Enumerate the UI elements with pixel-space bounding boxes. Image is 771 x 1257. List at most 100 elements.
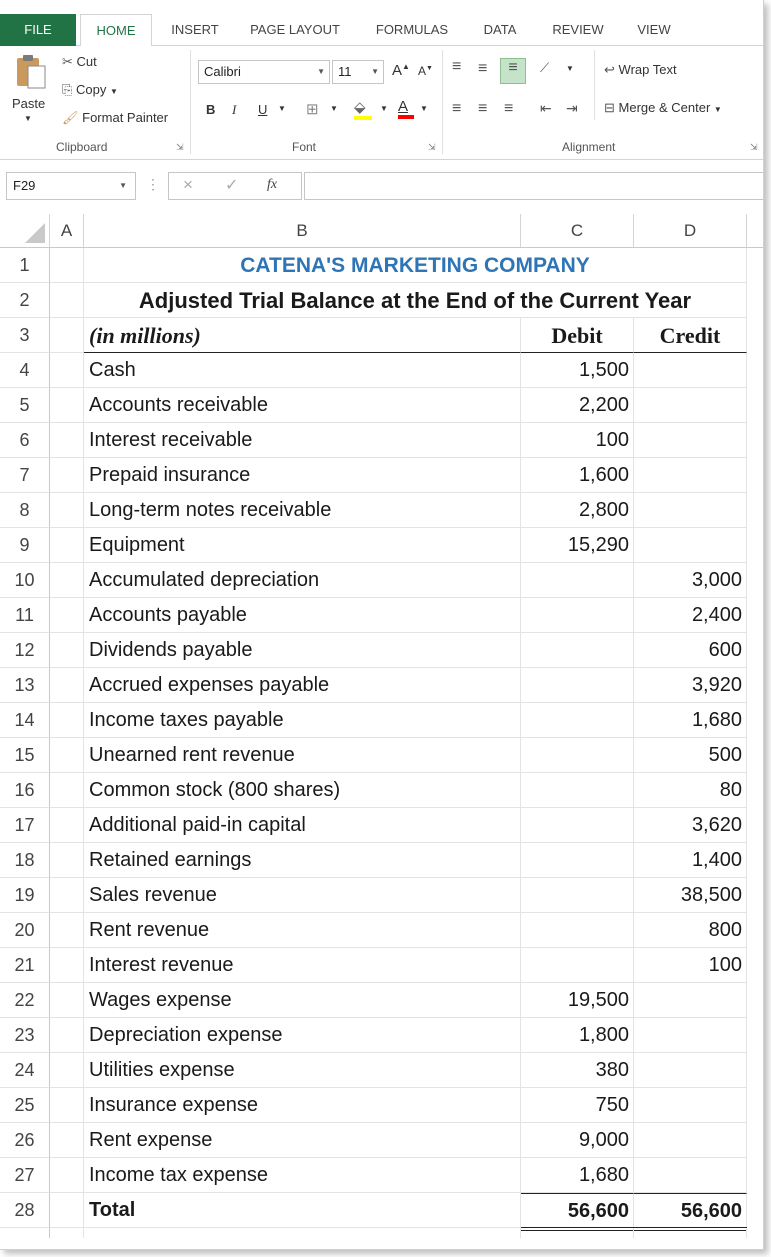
cell-a[interactable] [50,563,84,598]
debit-cell[interactable]: 15,290 [521,528,634,563]
cell-a[interactable] [50,983,84,1018]
cell-a[interactable] [50,668,84,703]
tab-formulas[interactable]: FORMULAS [375,22,449,37]
account-name-cell[interactable]: Total [84,1193,521,1228]
credit-cell[interactable]: 500 [634,738,747,773]
row-header[interactable]: 3 [0,318,50,353]
debit-cell[interactable] [521,703,634,738]
wrap-text-button[interactable]: ↩ Wrap Text [604,62,677,78]
debit-cell[interactable] [521,563,634,598]
credit-cell[interactable]: 100 [634,948,747,983]
account-name-cell[interactable]: Long-term notes receivable [84,493,521,528]
cell-a[interactable] [50,1018,84,1053]
align-center-icon[interactable]: ≡ [478,100,488,117]
sheet-title[interactable]: CATENA'S MARKETING COMPANY [84,248,747,283]
clipboard-launcher-icon[interactable]: ⇲ [176,142,184,152]
account-name-cell[interactable]: Income tax expense [84,1158,521,1193]
debit-cell[interactable] [521,913,634,948]
paste-button[interactable] [14,54,48,93]
credit-cell[interactable]: 38,500 [634,878,747,913]
row-header[interactable]: 6 [0,423,50,458]
account-name-cell[interactable]: Wages expense [84,983,521,1018]
credit-cell[interactable]: 80 [634,773,747,808]
row-header[interactable]: 19 [0,878,50,913]
row-header[interactable]: 7 [0,458,50,493]
debit-cell[interactable] [521,773,634,808]
debit-header[interactable]: Debit [521,318,634,353]
debit-cell[interactable]: 2,200 [521,388,634,423]
cell-a[interactable] [50,283,84,318]
row-header[interactable]: 5 [0,388,50,423]
row-header[interactable]: 27 [0,1158,50,1193]
tab-file[interactable]: FILE [0,14,76,46]
format-painter-button[interactable]: 🖌 Format Painter [62,110,168,126]
account-name-cell[interactable]: Cash [84,353,521,388]
account-name-cell[interactable]: Retained earnings [84,843,521,878]
debit-cell[interactable]: 1,500 [521,353,634,388]
cell-a[interactable] [50,1053,84,1088]
debit-cell[interactable] [521,633,634,668]
row-header[interactable]: 26 [0,1123,50,1158]
row-header[interactable]: 8 [0,493,50,528]
shrink-font-button[interactable]: A▼ [418,64,433,78]
row-header[interactable]: 22 [0,983,50,1018]
cell-a[interactable] [50,738,84,773]
cell-b[interactable] [84,1228,521,1238]
cell-a[interactable] [50,808,84,843]
cancel-icon[interactable]: × [183,175,193,194]
credit-cell[interactable]: 600 [634,633,747,668]
cell-a[interactable] [50,1158,84,1193]
row-header[interactable]: 1 [0,248,50,283]
alignment-launcher-icon[interactable]: ⇲ [750,142,758,152]
cell-d[interactable] [634,1228,747,1238]
account-name-cell[interactable]: Rent expense [84,1123,521,1158]
credit-cell[interactable]: 800 [634,913,747,948]
decrease-indent-icon[interactable]: ⇤ [540,100,552,116]
row-header[interactable]: 20 [0,913,50,948]
column-header-b[interactable]: B [84,214,521,248]
orientation-dropdown-icon[interactable]: ▼ [566,64,574,73]
account-name-cell[interactable]: Interest revenue [84,948,521,983]
cell-a[interactable] [50,248,84,283]
copy-button[interactable]: ⎘ Copy ▼ [62,82,118,98]
credit-cell[interactable]: 3,920 [634,668,747,703]
account-name-cell[interactable]: Rent revenue [84,913,521,948]
credit-cell[interactable] [634,1158,747,1193]
credit-cell[interactable]: 1,680 [634,703,747,738]
cell-a[interactable] [50,598,84,633]
align-top-icon[interactable]: ≡ [452,58,462,75]
credit-cell[interactable]: 3,000 [634,563,747,598]
account-name-cell[interactable]: Dividends payable [84,633,521,668]
account-name-cell[interactable]: Unearned rent revenue [84,738,521,773]
row-header[interactable]: 10 [0,563,50,598]
cell-a[interactable] [50,423,84,458]
account-name-cell[interactable]: Utilities expense [84,1053,521,1088]
cell-a[interactable] [50,318,84,353]
font-color-button[interactable]: A [398,98,414,119]
tab-page-layout[interactable]: PAGE LAYOUT [250,22,340,37]
cell-a[interactable] [50,528,84,563]
credit-cell[interactable] [634,353,747,388]
account-name-cell[interactable]: Additional paid-in capital [84,808,521,843]
cell-a[interactable] [50,913,84,948]
row-header[interactable]: 4 [0,353,50,388]
cell-a[interactable] [50,1228,84,1238]
account-name-cell[interactable]: Prepaid insurance [84,458,521,493]
row-header[interactable]: 17 [0,808,50,843]
column-header-e[interactable] [747,214,763,248]
account-name-cell[interactable]: Equipment [84,528,521,563]
account-name-cell[interactable]: Income taxes payable [84,703,521,738]
tab-data[interactable]: DATA [483,22,517,37]
align-bottom-icon[interactable]: ≡ [500,58,526,84]
grow-font-button[interactable]: A▲ [392,62,410,79]
row-header[interactable]: 14 [0,703,50,738]
units-label[interactable]: (in millions) [84,318,521,353]
credit-header[interactable]: Credit [634,318,747,353]
align-right-icon[interactable]: ≡ [504,100,514,117]
credit-cell[interactable]: 3,620 [634,808,747,843]
italic-button[interactable]: I [232,102,237,117]
credit-cell[interactable] [634,458,747,493]
row-header[interactable]: 2 [0,283,50,318]
merge-dropdown-icon[interactable]: ▼ [713,105,722,114]
cell-a[interactable] [50,878,84,913]
